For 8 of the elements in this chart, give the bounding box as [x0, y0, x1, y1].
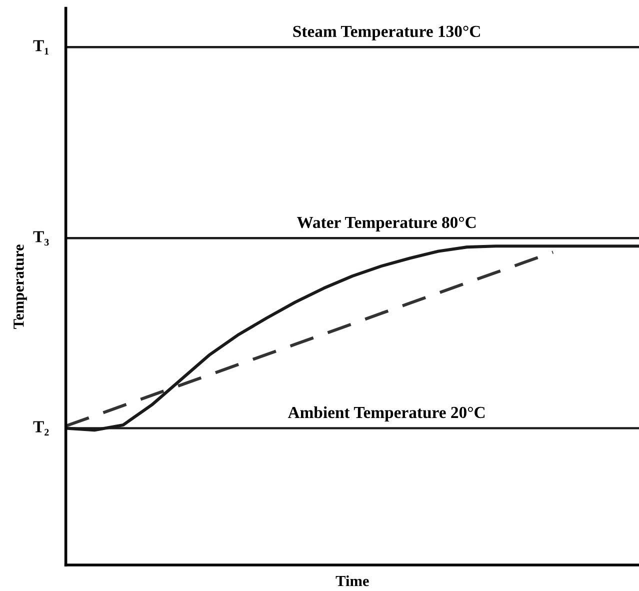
ref-line-label: Ambient Temperature 20°C: [288, 406, 485, 422]
ref-line-label: Steam Temperature 130°C: [293, 26, 480, 40]
ref-line-label: Water Temperature 80°C: [296, 216, 476, 232]
text: T₁: [33, 40, 48, 54]
text: T₃: [33, 231, 49, 246]
x-axis-title: Time: [336, 575, 369, 586]
y-axis-title: Temperature: [14, 244, 27, 329]
text: T₂: [33, 421, 49, 436]
